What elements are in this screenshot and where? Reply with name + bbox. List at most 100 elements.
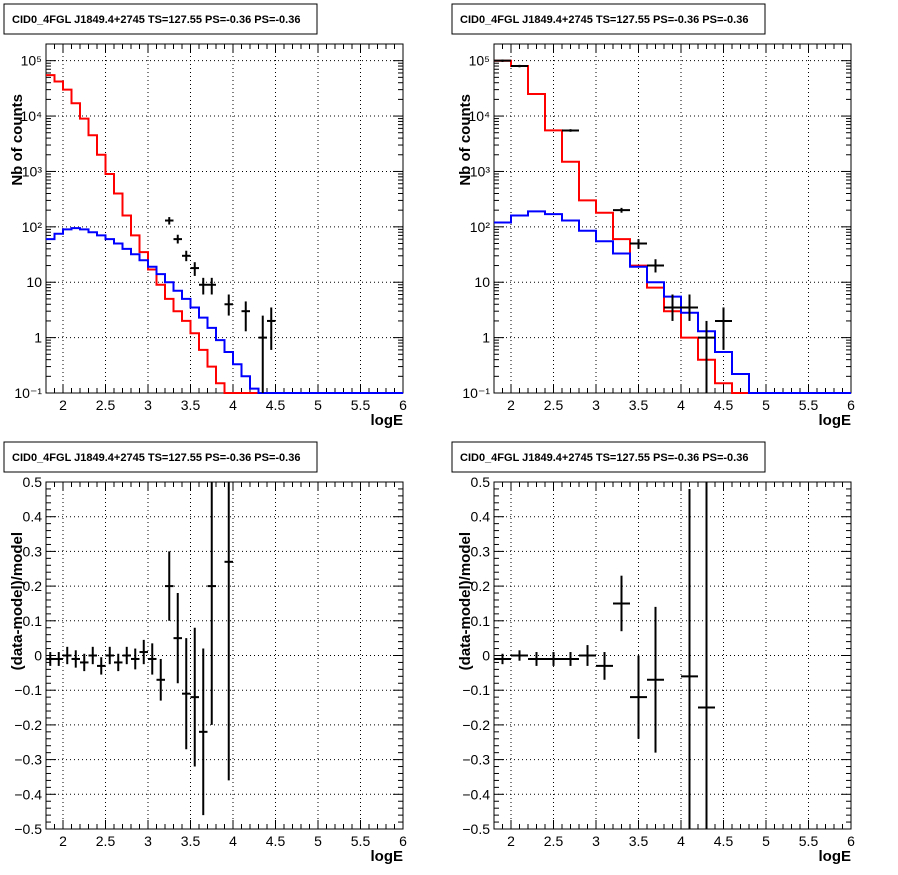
y-axis-label: Nb of counts	[457, 94, 474, 186]
y-tick-label: −0.3	[14, 752, 42, 768]
data-point	[114, 653, 123, 672]
y-tick-label: 0.1	[471, 613, 491, 629]
x-tick-label: 5.5	[799, 833, 819, 849]
y-tick-label: 0.5	[471, 474, 491, 490]
y-tick-label: 10	[474, 274, 490, 290]
data-point	[71, 650, 80, 668]
chart-title: CID0_4FGL J1849.4+2745 TS=127.55 PS=-0.3…	[460, 14, 748, 26]
x-tick-label: 4.5	[714, 833, 734, 849]
data-point	[647, 259, 664, 273]
y-tick-label: 10⁻¹	[14, 385, 42, 401]
data-point	[131, 648, 140, 670]
data-point	[173, 234, 182, 244]
x-axis-label: logE	[371, 848, 404, 865]
data-point	[267, 307, 276, 350]
data-point	[715, 307, 732, 350]
x-tick-label: 3	[144, 397, 152, 413]
y-tick-label: −0.1	[462, 682, 490, 698]
data-point	[681, 294, 698, 321]
data-point	[579, 645, 596, 666]
y-tick-label: 0.1	[23, 613, 43, 629]
x-tick-label: 2	[507, 397, 515, 413]
data-point	[199, 648, 208, 816]
x-tick-label: 4.5	[266, 397, 286, 413]
y-tick-label: 0	[34, 648, 42, 664]
x-tick-label: 2.5	[96, 833, 116, 849]
x-tick-label: 4	[677, 833, 685, 849]
data-point	[596, 652, 613, 680]
data-point	[241, 301, 250, 332]
y-tick-label: 0.3	[471, 543, 491, 559]
y-tick-label: 1	[482, 330, 490, 346]
data-point	[173, 593, 182, 684]
y-tick-label: −0.2	[14, 717, 42, 733]
x-axis-label: logE	[819, 848, 852, 865]
x-tick-label: 4	[677, 397, 685, 413]
x-tick-label: 5	[314, 833, 322, 849]
y-tick-label: 10⁴	[468, 108, 490, 124]
y-tick-label: 1	[34, 330, 42, 346]
data-point	[664, 294, 681, 321]
x-tick-label: 3.5	[181, 397, 201, 413]
data-point	[494, 59, 511, 62]
y-axis-label: (data-model)/model	[9, 532, 26, 670]
y-tick-label: −0.1	[14, 682, 42, 698]
y-tick-label: 0.4	[23, 509, 43, 525]
x-tick-label: 4	[229, 397, 237, 413]
x-tick-label: 3.5	[629, 397, 649, 413]
y-tick-label: 10³	[22, 163, 43, 179]
x-tick-label: 6	[847, 397, 855, 413]
data-point	[165, 551, 174, 621]
x-axis-label: logE	[371, 412, 404, 429]
y-tick-label: −0.5	[14, 821, 42, 837]
y-tick-label: −0.2	[462, 717, 490, 733]
data-point	[165, 217, 174, 225]
data-point	[647, 606, 664, 753]
data-point	[148, 643, 157, 675]
x-tick-label: 6	[399, 833, 407, 849]
histogram-line	[494, 59, 851, 394]
x-tick-label: 2.5	[544, 397, 564, 413]
data-point	[80, 653, 89, 672]
y-tick-label: 10³	[470, 163, 491, 179]
data-point	[97, 657, 106, 675]
y-tick-label: 10⁵	[469, 53, 490, 69]
data-point	[63, 646, 72, 665]
data-point	[613, 575, 630, 632]
x-tick-label: 3	[144, 833, 152, 849]
data-point	[122, 646, 131, 665]
data-point	[511, 64, 528, 68]
x-axis-label: logE	[819, 412, 852, 429]
x-tick-label: 4	[229, 833, 237, 849]
data-point	[46, 652, 55, 666]
chart-title: CID0_4FGL J1849.4+2745 TS=127.55 PS=-0.3…	[12, 14, 300, 26]
y-tick-label: 0.2	[23, 578, 43, 594]
x-tick-label: 2.5	[96, 397, 116, 413]
data-point	[613, 207, 630, 213]
data-point	[182, 250, 191, 262]
data-point	[511, 650, 528, 661]
y-tick-label: 0.3	[23, 543, 43, 559]
y-tick-label: 10²	[470, 219, 491, 235]
y-axis-label: (data-model)/model	[457, 532, 474, 670]
chart-panel-2: CID0_4FGL J1849.4+2745 TS=127.55 PS=-0.3…	[451, 3, 855, 429]
histogram-line	[494, 210, 851, 394]
data-point	[681, 488, 698, 829]
y-tick-label: 10⁴	[20, 108, 42, 124]
x-tick-label: 3	[592, 397, 600, 413]
x-tick-label: 2	[507, 833, 515, 849]
y-tick-label: 0.4	[471, 509, 491, 525]
x-tick-label: 2	[59, 397, 67, 413]
y-tick-label: 10²	[22, 219, 43, 235]
data-point	[630, 239, 647, 249]
x-tick-label: 6	[847, 833, 855, 849]
data-point	[207, 482, 216, 725]
plot-frame	[493, 43, 852, 394]
data-point	[698, 320, 715, 393]
y-tick-label: −0.4	[14, 786, 42, 802]
data-point	[207, 277, 216, 295]
y-axis-label: Nb of counts	[9, 94, 26, 186]
plot-frame	[45, 481, 404, 830]
data-point	[182, 638, 191, 750]
x-tick-label: 5	[314, 397, 322, 413]
